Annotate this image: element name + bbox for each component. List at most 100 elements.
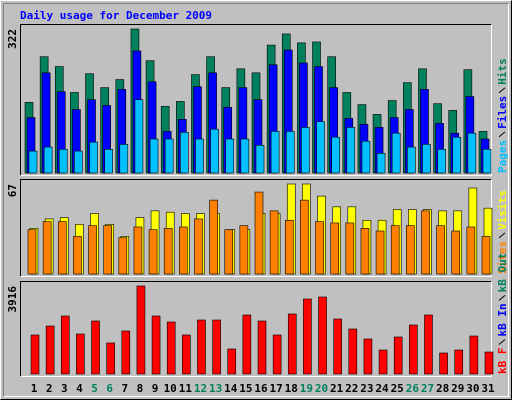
bar <box>88 225 97 275</box>
bar <box>363 338 373 375</box>
bar <box>361 140 371 174</box>
bar <box>210 128 219 174</box>
x-tick-label: 2 <box>46 382 53 395</box>
legend-label: kB Out <box>496 253 509 293</box>
bar <box>121 330 131 375</box>
legend-label: kB In <box>496 303 509 336</box>
panel-dark-edge <box>20 179 492 277</box>
bar <box>421 210 430 275</box>
x-tick-label: 23 <box>360 382 373 395</box>
bar <box>76 333 85 375</box>
bar <box>74 150 83 174</box>
bar <box>333 318 342 375</box>
legend-label: Files <box>496 96 509 129</box>
bar <box>285 131 295 174</box>
y-tick-label: 322 <box>6 29 19 49</box>
bar <box>30 334 40 375</box>
bar <box>240 138 250 174</box>
bar <box>224 229 234 275</box>
x-tick-label: 30 <box>466 382 479 395</box>
bar <box>301 127 310 174</box>
bar <box>300 199 309 275</box>
bar <box>58 148 68 174</box>
bar <box>104 148 113 174</box>
bar <box>422 144 431 174</box>
bar <box>179 226 188 275</box>
bar <box>284 219 294 275</box>
bar <box>436 225 445 275</box>
bar <box>212 319 221 375</box>
x-tick-label: 1 <box>31 382 38 395</box>
bar <box>452 136 462 174</box>
x-tick-label: 7 <box>121 382 128 395</box>
bar <box>254 191 264 275</box>
bar <box>393 336 403 375</box>
bar <box>390 225 400 275</box>
bar <box>242 314 252 375</box>
bar <box>406 225 415 275</box>
panel-dark-edge <box>20 24 492 176</box>
bar <box>467 132 477 174</box>
bar <box>466 226 476 275</box>
x-tick-label: 28 <box>436 382 449 395</box>
bar <box>166 321 176 375</box>
bar <box>195 138 204 174</box>
x-tick-label: 15 <box>239 382 252 395</box>
bar <box>43 146 53 174</box>
bar <box>345 222 355 275</box>
bar <box>375 230 385 275</box>
bar <box>148 229 158 275</box>
legend-label: Hits <box>496 58 509 85</box>
bar <box>346 127 356 174</box>
legend-separator <box>498 339 506 345</box>
panel-light-edge <box>20 281 492 377</box>
x-tick-label: 16 <box>254 382 268 395</box>
bar <box>255 144 265 174</box>
bar <box>164 138 174 174</box>
x-tick-label: 31 <box>481 382 495 395</box>
bar <box>209 199 218 275</box>
bar <box>454 349 464 375</box>
x-tick-label: 4 <box>76 382 83 395</box>
bar <box>482 148 492 174</box>
x-tick-label: 26 <box>406 382 420 395</box>
x-tick-label: 25 <box>391 382 404 395</box>
bar <box>409 324 418 375</box>
bar <box>133 226 143 275</box>
bar <box>272 334 282 375</box>
bar <box>136 285 146 375</box>
x-tick-label: 10 <box>164 382 177 395</box>
x-tick-label: 12 <box>194 382 207 395</box>
bar <box>57 221 67 275</box>
bar <box>106 342 115 375</box>
bar <box>287 313 297 375</box>
bar <box>316 121 325 174</box>
bar <box>360 228 370 275</box>
x-tick-label: 13 <box>209 382 222 395</box>
legend-label: Pages <box>496 140 509 173</box>
bar <box>318 296 327 375</box>
legend-label: Sites <box>496 241 509 274</box>
x-tick-label: 17 <box>270 382 283 395</box>
bar <box>348 328 358 375</box>
x-tick-label: 21 <box>330 382 344 395</box>
bar <box>315 221 324 275</box>
legend-separator <box>498 294 506 301</box>
bar <box>257 320 267 375</box>
bar <box>424 314 433 375</box>
bar <box>27 229 37 275</box>
bar <box>42 221 52 275</box>
legend-separator <box>498 87 506 94</box>
legend-separator <box>498 131 506 138</box>
bar <box>194 218 203 275</box>
bar <box>391 132 401 174</box>
bar <box>103 225 112 275</box>
x-tick-label: 29 <box>451 382 464 395</box>
bar <box>269 210 279 275</box>
bar <box>197 319 206 375</box>
bar <box>151 315 161 375</box>
legend-label: kB F <box>496 348 509 375</box>
bar <box>45 325 55 375</box>
bar <box>163 228 173 275</box>
